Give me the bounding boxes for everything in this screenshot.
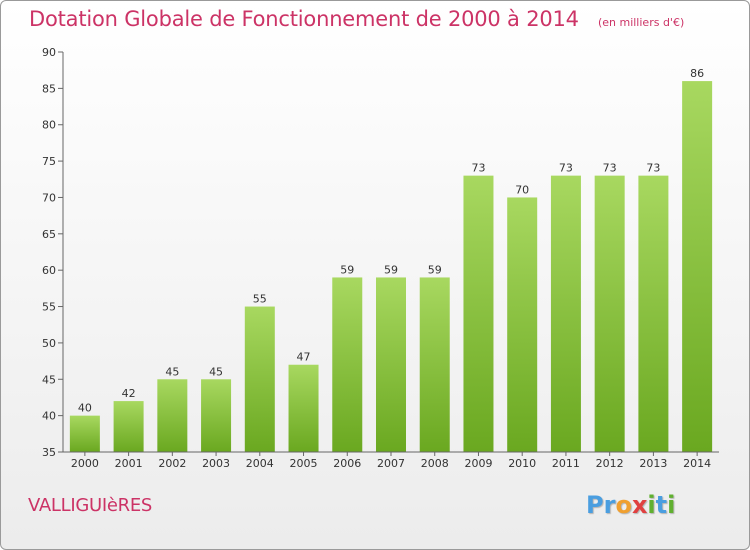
bar-2013 [638,175,669,453]
y-tick-label: 65 [42,228,56,241]
bar-2014 [682,81,713,452]
y-tick-label: 50 [42,337,56,350]
x-tick-label: 2001 [115,457,143,470]
x-tick-label: 2003 [202,457,230,470]
y-tick-label: 55 [42,301,56,314]
x-tick-label: 2012 [596,457,624,470]
y-tick-label: 75 [42,155,56,168]
y-tick-label: 70 [42,191,56,204]
y-tick-label: 45 [42,373,56,386]
x-tick-label: 2005 [290,457,318,470]
data-label-2006: 59 [340,263,354,276]
y-tick-label: 35 [42,446,56,459]
data-label-2000: 40 [78,402,92,415]
logo-letter: o [615,491,632,519]
data-label-2001: 42 [122,387,136,400]
bar-2007 [376,277,406,452]
bar-2006 [332,277,363,452]
commune-name: VALLIGUIèRES [28,495,153,516]
logo-letter: i [667,491,676,519]
x-tick-label: 2013 [639,457,667,470]
logo-letter: x [631,491,648,519]
x-tick-label: 2002 [158,457,186,470]
y-tick-label: 60 [42,264,56,277]
data-label-2008: 59 [428,263,442,276]
data-label-2007: 59 [384,263,398,276]
bar-2004 [244,306,275,452]
bar-2000 [69,415,100,452]
x-tick-label: 2006 [333,457,361,470]
x-axis: 2000 2001 2002 2003 2004 2005 2006 2007 2008 2009… [63,451,719,470]
chart-subtitle: (en milliers d'€) [597,16,685,29]
y-axis: 35 40 45 50 55 60 65 70 75 80 85 90 [42,46,64,459]
data-label-2002: 45 [165,365,179,378]
bar-2009 [463,175,494,453]
bar-2005 [288,364,319,452]
x-tick-label: 2004 [246,457,274,470]
title-row: Dotation Globale de Fonctionnement de 20… [29,7,684,31]
chart-title: Dotation Globale de Fonctionnement de 20… [29,7,579,31]
y-tick-label: 90 [42,46,56,59]
logo-letter: r [603,491,616,519]
data-label-2010: 70 [515,183,529,196]
bar-2010 [507,197,538,452]
bar-2001 [113,401,144,452]
data-label-2003: 45 [209,365,223,378]
y-tick-label: 40 [42,410,56,423]
data-label-2005: 47 [297,351,311,364]
bar-2002 [157,379,188,452]
bar-2003 [201,379,232,452]
bar-2012 [594,175,625,453]
x-tick-label: 2009 [464,457,492,470]
x-tick-label: 2000 [71,457,99,470]
data-label-2009: 73 [471,162,485,175]
x-tick-label: 2007 [377,457,405,470]
logo-letter: i [647,491,656,519]
y-tick-label: 80 [42,119,56,132]
bar-2008 [419,277,450,452]
data-label-2014: 86 [690,67,704,80]
proxiti-logo: Proxiti [586,491,675,519]
data-label-2004: 55 [253,293,267,306]
bars: 40 42 45 45 55 47 59 59 59 73 70 73 73 73 86 [69,67,713,453]
bar-2011 [550,175,581,453]
data-label-2013: 73 [646,162,660,175]
logo-letter: t [655,491,668,519]
x-tick-label: 2011 [552,457,580,470]
x-tick-label: 2010 [508,457,536,470]
data-label-2012: 73 [603,162,617,175]
data-label-2011: 73 [559,162,573,175]
x-tick-label: 2008 [421,457,449,470]
y-tick-label: 85 [42,82,56,95]
logo-letter: P [586,491,604,519]
x-tick-label: 2014 [683,457,711,470]
